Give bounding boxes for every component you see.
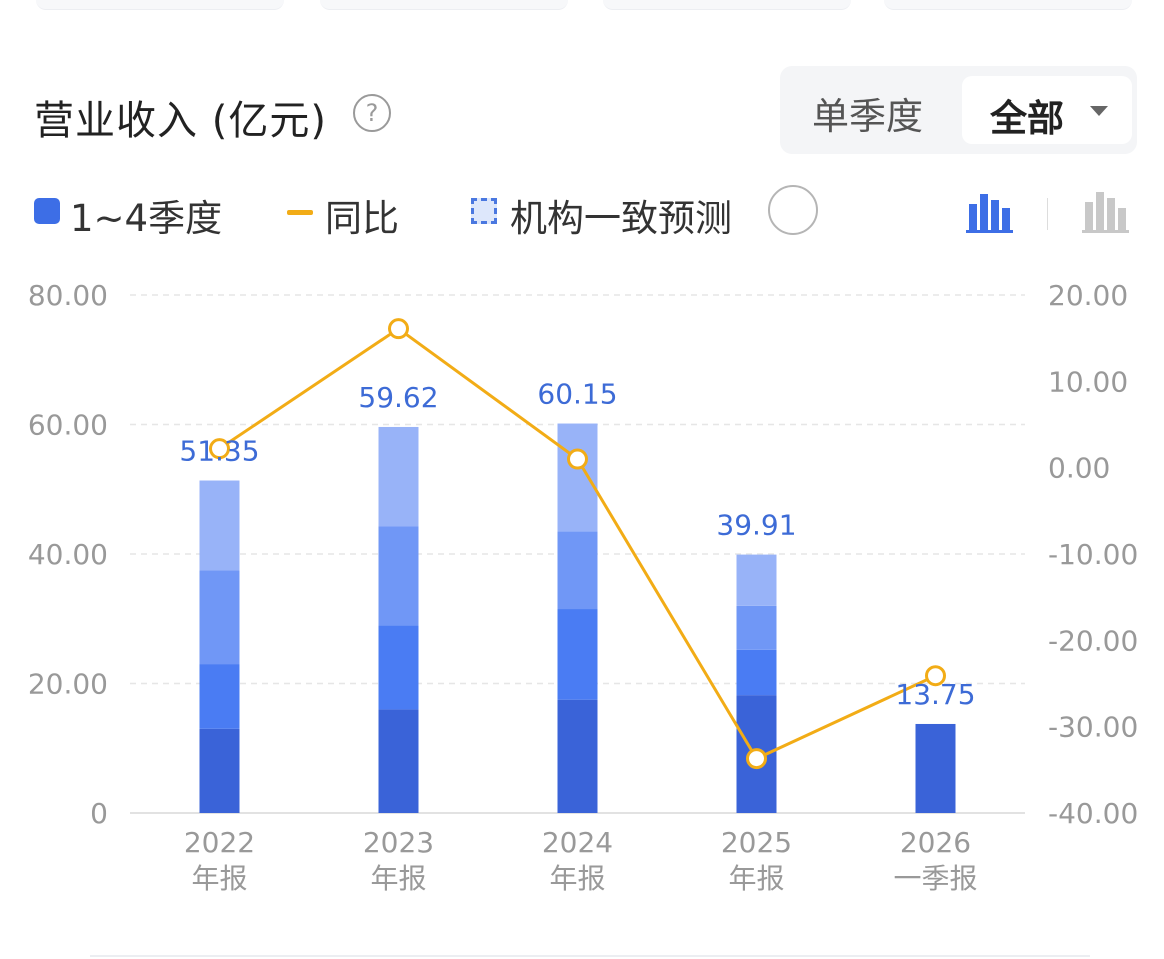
left-axis-tick-label: 40.00 bbox=[28, 538, 108, 571]
bar-value-label: 39.91 bbox=[716, 509, 796, 542]
x-axis-tick-label: 2023 年报 bbox=[363, 826, 434, 895]
column-chart-view-icon[interactable] bbox=[1080, 188, 1132, 234]
single-quarter-option[interactable]: 单季度 bbox=[812, 95, 923, 138]
yoy-point bbox=[209, 438, 230, 460]
x-axis-tick-label: 2026 一季报 bbox=[893, 826, 977, 895]
top-card[interactable] bbox=[884, 0, 1132, 10]
bar-segment-q1 bbox=[557, 699, 598, 813]
bar-value-label: 60.15 bbox=[537, 378, 617, 411]
bar-segment-q1 bbox=[915, 723, 956, 813]
all-option-dropdown[interactable]: 全部 bbox=[962, 76, 1132, 144]
bar-segment-q1 bbox=[199, 728, 240, 813]
right-axis-tick-label: -10.00 bbox=[1048, 538, 1138, 571]
question-circle-icon[interactable]: ? bbox=[353, 94, 391, 132]
footer-divider bbox=[90, 955, 1090, 957]
bar-segment-q2 bbox=[199, 664, 240, 729]
legend-quarters-label[interactable]: 1~4季度 bbox=[70, 197, 223, 240]
bar-segment-q1 bbox=[378, 709, 419, 813]
bar-value-label: 59.62 bbox=[358, 381, 438, 414]
left-axis-tick-label: 60.00 bbox=[28, 409, 108, 442]
x-axis-tick-label: 2024 年报 bbox=[542, 826, 613, 895]
chart-legend: 1~4季度 同比 机构一致预测 bbox=[0, 180, 1164, 240]
bar-segment-q4 bbox=[199, 480, 240, 571]
legend-yoy-swatch bbox=[287, 210, 313, 215]
caret-down-icon bbox=[1090, 106, 1108, 116]
top-card-strip bbox=[0, 0, 1164, 12]
bar-segment-q3 bbox=[557, 531, 598, 610]
right-axis-tick-label: -20.00 bbox=[1048, 624, 1138, 657]
left-axis-tick-label: 0 bbox=[90, 797, 108, 830]
bar-segment-q2 bbox=[557, 609, 598, 700]
all-option-label: 全部 bbox=[990, 97, 1064, 140]
yoy-point bbox=[567, 448, 588, 470]
legend-forecast-swatch bbox=[471, 198, 497, 224]
right-axis-tick-label: -40.00 bbox=[1048, 797, 1138, 830]
left-axis-tick-label: 20.00 bbox=[28, 668, 108, 701]
left-axis-tick-label: 80.00 bbox=[28, 279, 108, 312]
yoy-point bbox=[925, 665, 946, 687]
legend-forecast-label[interactable]: 机构一致预测 bbox=[510, 197, 732, 240]
yoy-point bbox=[388, 318, 409, 340]
chart-header: 营业收入 (亿元) ? 单季度 全部 bbox=[0, 60, 1164, 160]
legend-quarters-swatch bbox=[34, 198, 60, 224]
bar-segment-q2 bbox=[378, 625, 419, 710]
top-card[interactable] bbox=[36, 0, 284, 10]
bar-segment-q3 bbox=[736, 605, 777, 650]
view-divider bbox=[1047, 198, 1048, 230]
bar-segment-q4 bbox=[557, 423, 598, 532]
right-axis-tick-label: 0.00 bbox=[1048, 452, 1110, 485]
bar-segment-q3 bbox=[199, 570, 240, 665]
chart-title: 营业收入 (亿元) bbox=[34, 98, 327, 144]
forecast-toggle[interactable] bbox=[768, 185, 818, 235]
bar-chart-view-icon[interactable] bbox=[964, 188, 1016, 234]
bar-value-label: 51.35 bbox=[179, 435, 259, 468]
right-axis-tick-label: -30.00 bbox=[1048, 711, 1138, 744]
bar-segment-q4 bbox=[736, 554, 777, 606]
bar-segment-q2 bbox=[736, 649, 777, 696]
top-card[interactable] bbox=[320, 0, 568, 10]
bar-segment-q4 bbox=[378, 426, 419, 527]
legend-yoy-label[interactable]: 同比 bbox=[325, 197, 399, 240]
yoy-point bbox=[746, 748, 767, 770]
bar-segment-q3 bbox=[378, 526, 419, 626]
top-card[interactable] bbox=[603, 0, 851, 10]
right-axis-tick-label: 20.00 bbox=[1048, 279, 1128, 312]
right-axis-tick-label: 10.00 bbox=[1048, 365, 1128, 398]
x-axis-tick-label: 2022 年报 bbox=[184, 826, 255, 895]
x-axis-tick-label: 2025 年报 bbox=[721, 826, 792, 895]
period-switch: 单季度 全部 bbox=[780, 66, 1137, 154]
bar-value-label: 13.75 bbox=[895, 678, 975, 711]
